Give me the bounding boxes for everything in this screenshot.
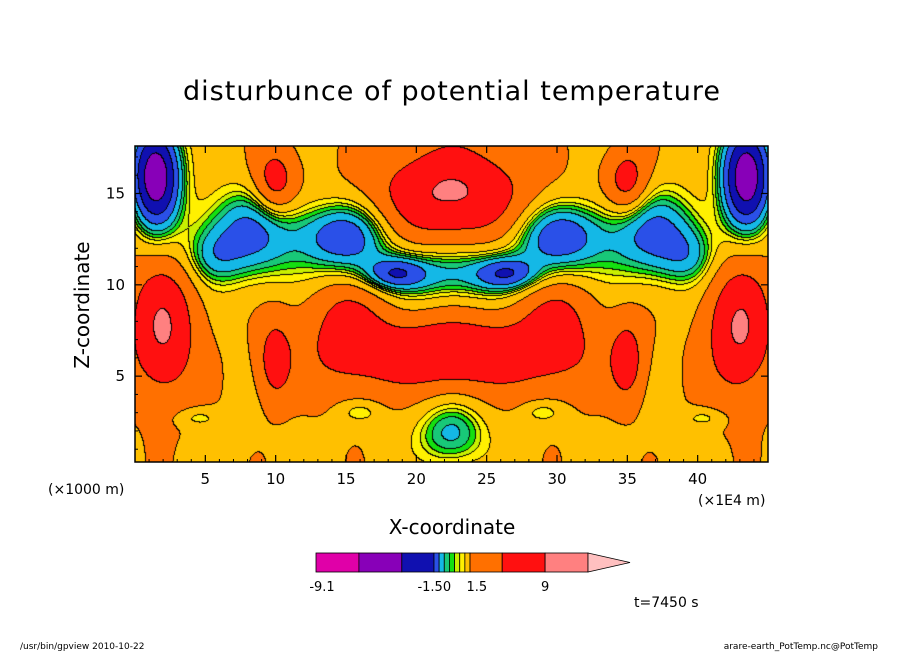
y-tick-label: 15 <box>106 184 125 202</box>
x-tick-label: 20 <box>407 470 426 488</box>
contour-field <box>135 146 768 462</box>
colorbar-label: 9 <box>541 580 549 595</box>
y-tick-label: 5 <box>115 367 125 385</box>
x-tick-label: 5 <box>201 470 211 488</box>
chart-title: disturbunce of potential temperature <box>183 76 721 107</box>
plot-frame <box>134 145 769 463</box>
colorbar-segment <box>433 552 440 573</box>
colorbar-segment <box>315 552 360 573</box>
colorbar-segment <box>464 552 471 573</box>
colorbar-segment <box>454 552 461 573</box>
colorbar-label: 1.5 <box>467 580 488 595</box>
x-tick-label: 40 <box>688 470 707 488</box>
colorbar-segment <box>459 552 466 573</box>
x-tick-label: 10 <box>266 470 285 488</box>
colorbar-segment <box>469 552 503 573</box>
x-tick-label: 30 <box>547 470 566 488</box>
colorbar-segment <box>443 552 450 573</box>
colorbar-segment <box>358 552 403 573</box>
footer-right: arare-earth_PotTemp.nc@PotTemp <box>723 642 878 652</box>
x-tick-label: 35 <box>618 470 637 488</box>
footer-left: /usr/bin/gpview 2010-10-22 <box>20 642 145 652</box>
colorbar-segment <box>438 552 445 573</box>
colorbar-label: -9.1 <box>309 580 334 595</box>
colorbar-segment <box>401 552 435 573</box>
colorbar-segment <box>501 552 546 573</box>
x-axis-label: X-coordinate <box>388 515 516 539</box>
x-tick-label: 25 <box>477 470 496 488</box>
colorbar-segment <box>544 552 589 573</box>
colorbar-segment <box>449 552 455 573</box>
y-tick-label: 10 <box>106 276 125 294</box>
x-scale-label: (×1E4 m) <box>698 493 766 509</box>
x-unit-label: (×1000 m) <box>48 482 125 498</box>
colorbar-extend-arrow <box>587 552 631 573</box>
time-label: t=7450 s <box>634 595 699 611</box>
colorbar-label: -1.50 <box>417 580 451 595</box>
x-tick-label: 15 <box>336 470 355 488</box>
